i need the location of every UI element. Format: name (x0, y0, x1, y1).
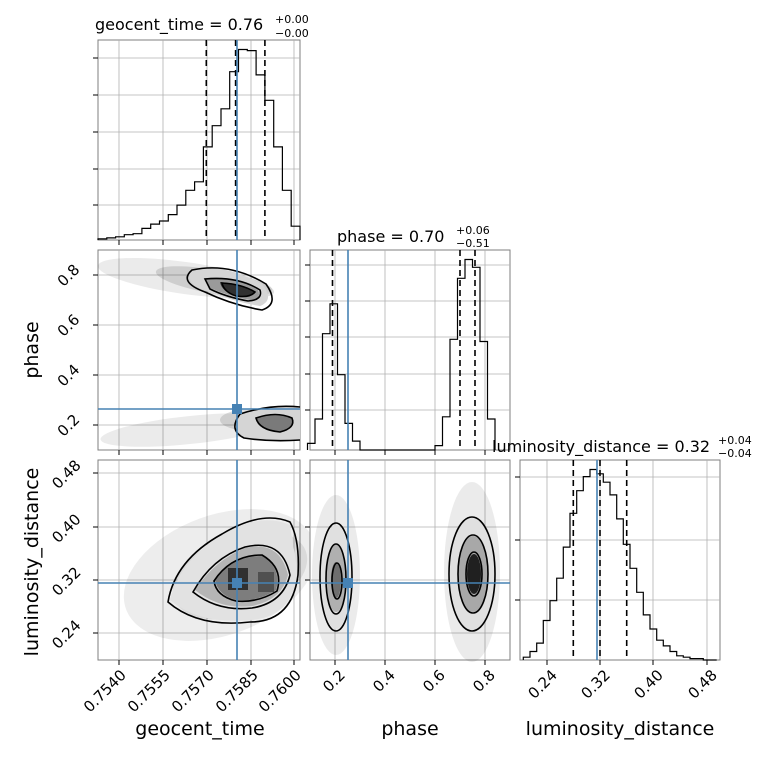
density-geocent-time-vs-luminosity-distance (167, 517, 300, 624)
truth-point-geocent-time-phase (232, 404, 242, 414)
truth-point-phase-luminosity-distance (343, 578, 353, 588)
xtick-phase-0.4: 0.4 (369, 666, 399, 696)
x-ticks-phase (334, 660, 486, 665)
histogram-geocent-time (97, 48, 301, 240)
title-geocent-time: geocent_time = 0.76 (95, 15, 263, 35)
xtick-luminosity-distance-0.48: 0.48 (684, 666, 720, 702)
xlabel-luminosity-distance: luminosity_distance (526, 718, 715, 740)
ytick-luminosity-distance-0.48: 0.48 (48, 456, 84, 492)
ylabel-luminosity-distance: luminosity_distance (21, 468, 43, 657)
panel-hist-geocent-time: geocent_time = 0.76 +0.00 −0.00 (93, 13, 309, 245)
density-left-mode (319, 522, 353, 632)
xlabel-geocent-time: geocent_time (135, 718, 264, 740)
histogram-luminosity-distance (522, 468, 717, 661)
xtick-phase-0.6: 0.6 (419, 666, 449, 696)
title-luminosity-distance: luminosity_distance = 0.32 (492, 437, 710, 457)
xtick-luminosity-distance-0.32: 0.32 (577, 666, 613, 702)
grid-hist-luminosity-distance (520, 460, 720, 660)
panel-phase-vs-luminosity-distance: 0.2 0.4 0.6 0.8 phase (305, 459, 511, 740)
y-ticks-hist-geocent-time (93, 57, 98, 206)
title-geocent-time-plus: +0.00 (275, 13, 309, 26)
x-ticks-geocent-time-vs-phase (118, 450, 295, 455)
xtick-geocent-time-0.7585: 0.7585 (212, 666, 262, 716)
y-ticks-phase-row (93, 274, 98, 426)
x-ticks-hist-geocent-time (118, 240, 295, 245)
title-phase-plus: +0.06 (456, 224, 490, 237)
panel-hist-luminosity-distance: luminosity_distance = 0.32 +0.04 −0.04 0… (492, 434, 752, 740)
title-geocent-time-minus: −0.00 (275, 27, 309, 40)
x-ticks-hist-phase (334, 450, 486, 455)
quantile-lines-geocent-time (205, 40, 266, 240)
histogram-phase (306, 258, 496, 451)
truth-point-geocent-time-luminosity-distance (232, 578, 242, 588)
density-lower-mode (234, 405, 301, 442)
ytick-luminosity-distance-0.32: 0.32 (48, 563, 84, 599)
xtick-luminosity-distance-0.24: 0.24 (524, 666, 560, 702)
density-right-mode (448, 516, 496, 632)
y-ticks-phase-vs-luminosity-distance (305, 472, 310, 634)
xtick-luminosity-distance-0.40: 0.40 (630, 666, 666, 702)
ytick-phase-0.2: 0.2 (54, 411, 84, 441)
ytick-luminosity-distance-0.40: 0.40 (48, 510, 84, 546)
xtick-geocent-time-0.7600: 0.7600 (255, 666, 305, 716)
xtick-phase-0.2: 0.2 (319, 666, 349, 696)
title-luminosity-distance-plus: +0.04 (718, 434, 752, 447)
title-phase: phase = 0.70 (337, 227, 444, 246)
y-ticks-hist-phase (305, 264, 310, 411)
xtick-geocent-time-0.7570: 0.7570 (168, 666, 218, 716)
x-ticks-luminosity-distance (546, 660, 708, 665)
ylabel-phase: phase (21, 321, 43, 378)
y-ticks-luminosity-distance-row (93, 472, 98, 634)
title-luminosity-distance-minus: −0.04 (718, 447, 752, 460)
grid-hist-phase (310, 250, 510, 450)
y-ticks-hist-luminosity-distance (515, 476, 520, 601)
ytick-phase-0.6: 0.6 (54, 311, 84, 341)
panel-geocent-time-vs-phase: 0.2 0.4 0.6 0.8 phase (21, 249, 301, 455)
density-upper-mode (186, 267, 273, 311)
ytick-luminosity-distance-0.24: 0.24 (48, 616, 84, 652)
xtick-phase-0.8: 0.8 (469, 666, 499, 696)
ytick-phase-0.8: 0.8 (54, 261, 84, 291)
title-phase-minus: −0.51 (456, 237, 490, 250)
xtick-geocent-time-0.7540: 0.7540 (80, 666, 130, 716)
ytick-phase-0.4: 0.4 (54, 361, 84, 391)
panel-geocent-time-vs-luminosity-distance: 0.24 0.32 0.40 0.48 luminosity_distance … (21, 456, 317, 740)
quantile-lines-phase (331, 250, 476, 450)
xlabel-phase: phase (381, 718, 438, 740)
x-ticks-geocent-time (118, 660, 295, 665)
panel-hist-phase: phase = 0.70 +0.06 −0.51 (305, 224, 511, 455)
xtick-geocent-time-0.7555: 0.7555 (124, 666, 174, 716)
quantile-lines-luminosity-distance (572, 460, 628, 660)
